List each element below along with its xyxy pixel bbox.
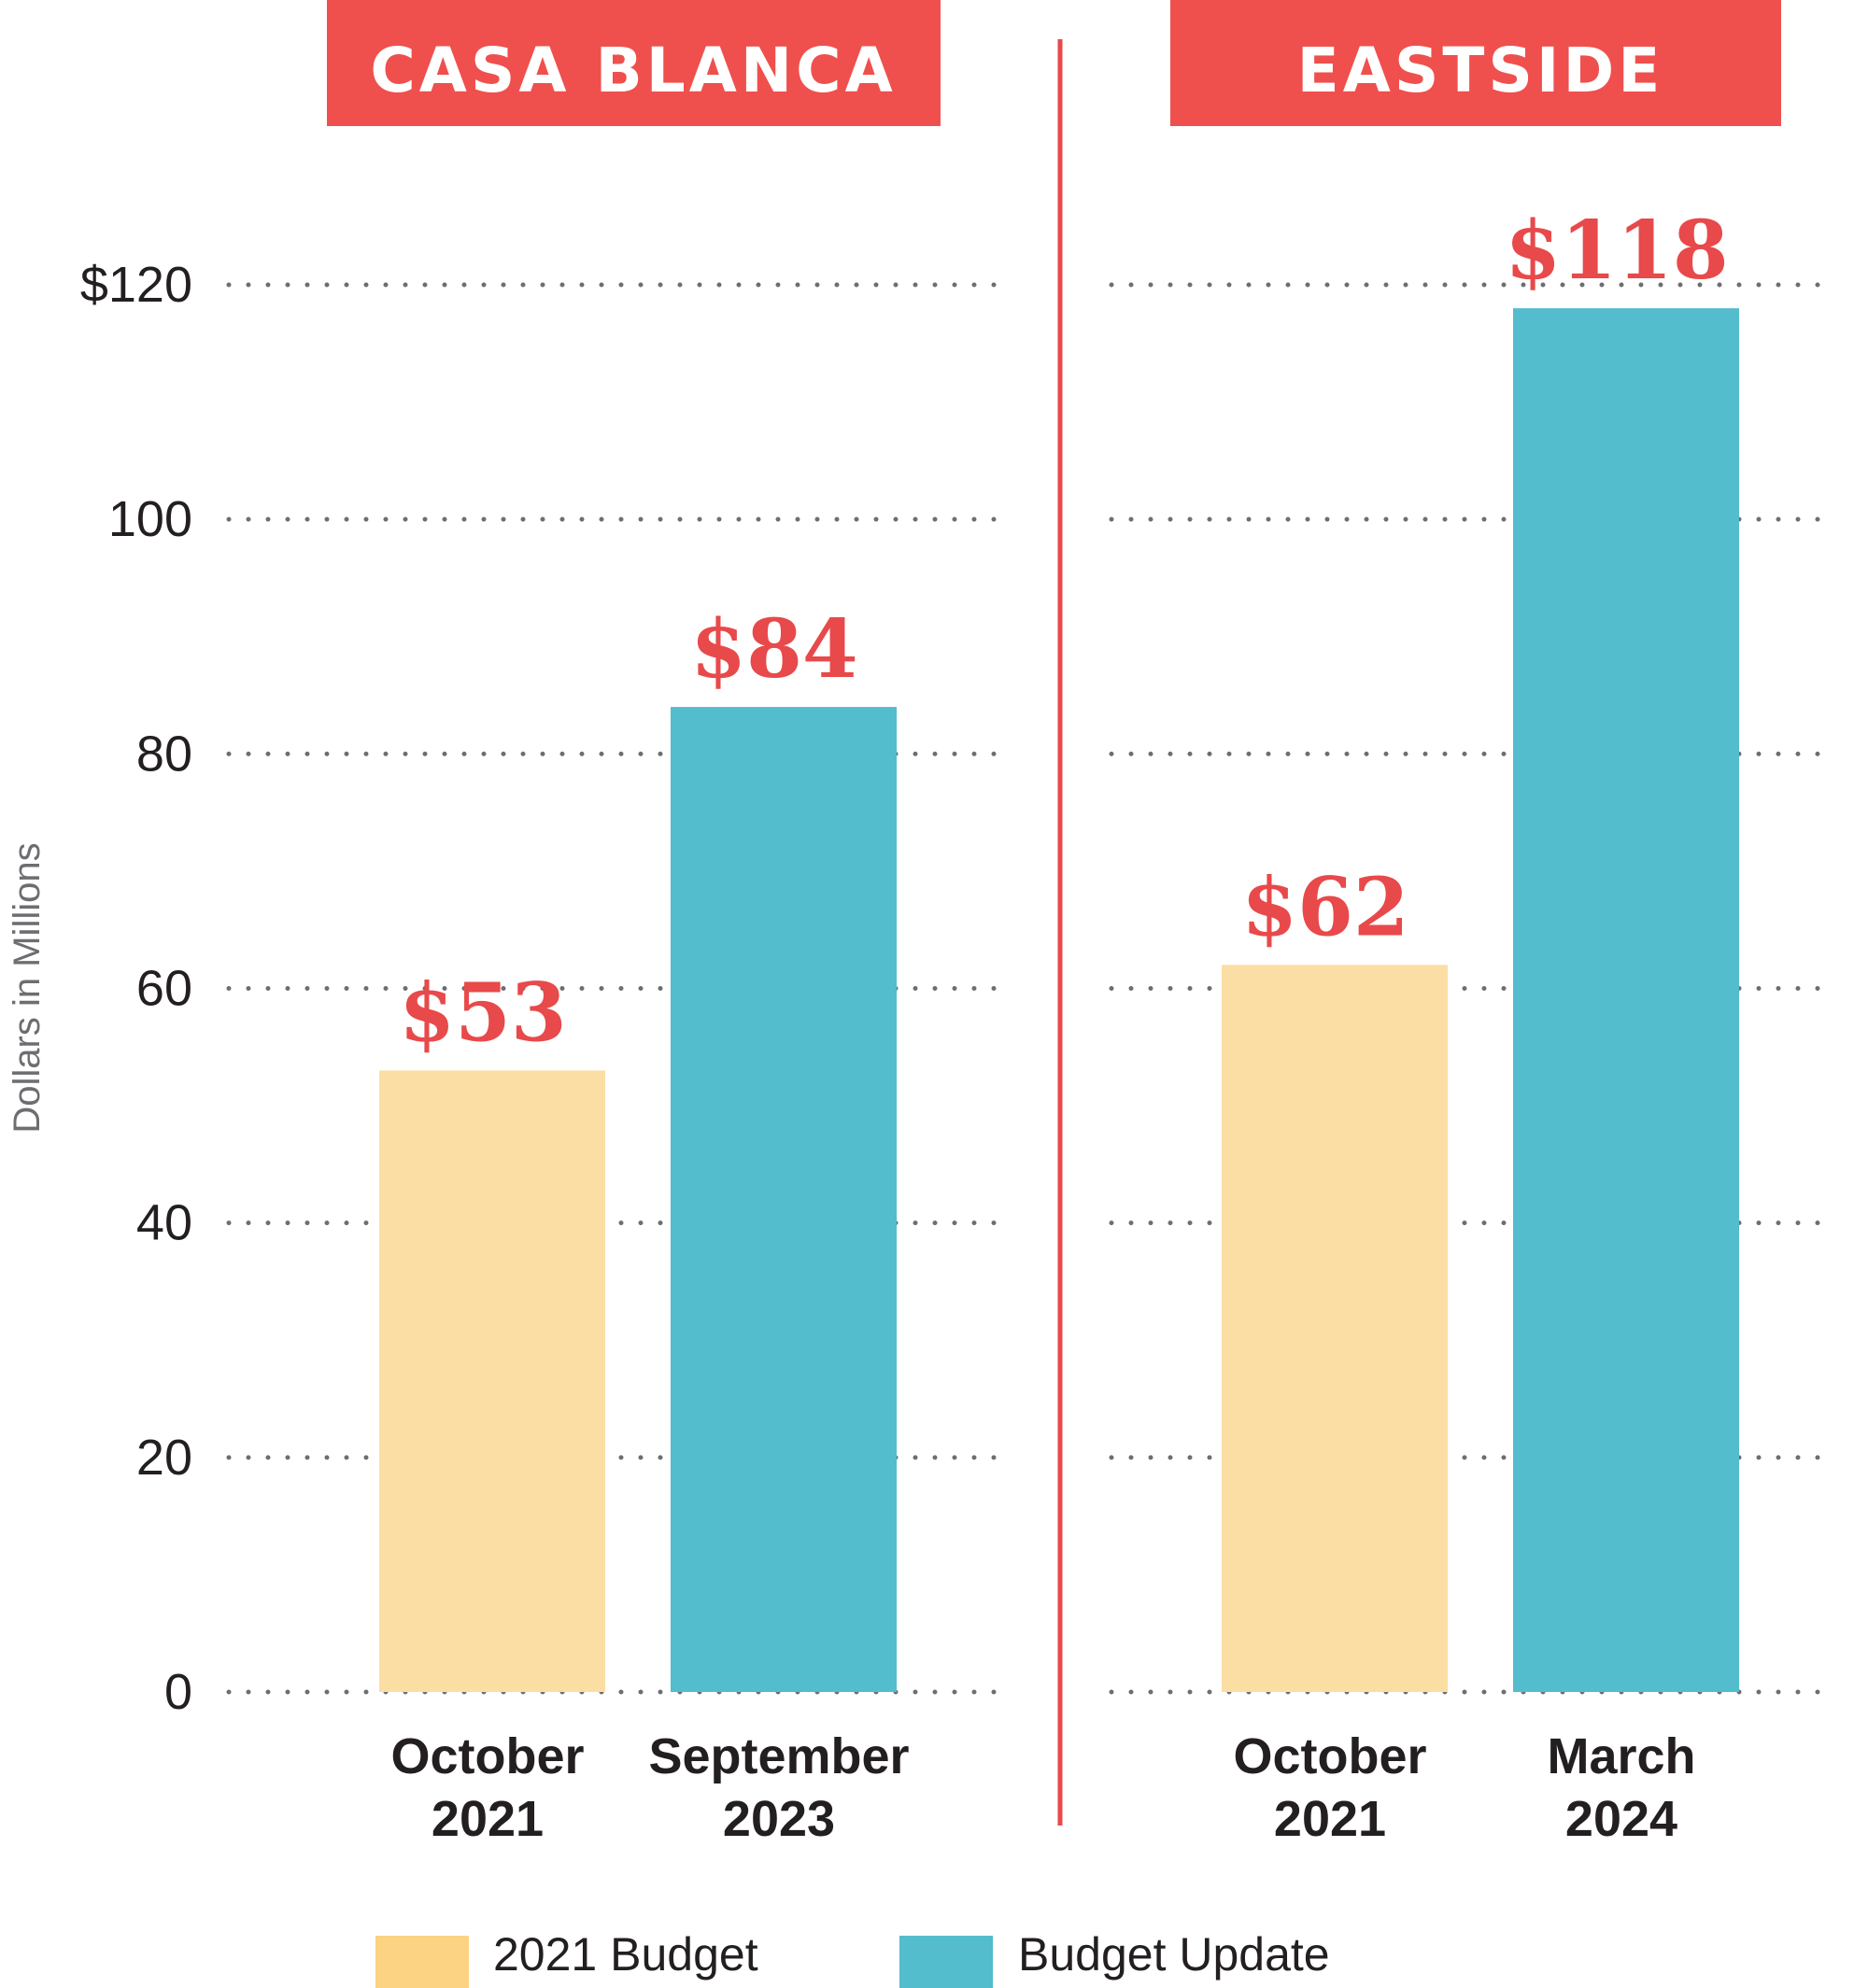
category-label: October (390, 1728, 584, 1784)
category-label: 2021 (432, 1791, 544, 1847)
data-label: $53 (399, 966, 567, 1060)
panel-title: EASTSIDE (1297, 35, 1664, 106)
category-label: September (648, 1728, 909, 1784)
panel-title: CASA BLANCA (370, 35, 896, 106)
legend-label-2021-budget: 2021 Budget (493, 1928, 758, 1981)
bar (1513, 308, 1739, 1692)
data-label: $84 (690, 602, 858, 697)
bars (379, 308, 1739, 1692)
data-labels: $53 $84 $62 $118 (399, 204, 1728, 1060)
panel-eastside: EASTSIDE (1170, 0, 1781, 126)
y-tick-label: 40 (136, 1195, 192, 1251)
category-label: October (1233, 1728, 1426, 1784)
data-label: $62 (1241, 860, 1409, 954)
panel-title-banner (1170, 0, 1781, 126)
y-tick-label: 20 (136, 1430, 192, 1486)
bar (671, 707, 897, 1692)
y-tick-label: 100 (108, 491, 192, 547)
legend-label-budget-update: Budget Update (1018, 1928, 1330, 1981)
panel-casa-blanca: CASA BLANCA (327, 0, 941, 126)
y-tick-label: 0 (164, 1664, 192, 1720)
y-tick-label: 80 (136, 726, 192, 782)
legend-swatch-2021-budget (375, 1936, 469, 1988)
data-label: $118 (1505, 204, 1728, 298)
y-axis-ticks: $120 100 80 60 40 20 0 (80, 257, 192, 1720)
y-tick-label: 60 (136, 961, 192, 1017)
panel-title-banner (327, 0, 941, 126)
legend-swatch-budget-update (899, 1936, 993, 1988)
bar (1222, 965, 1448, 1692)
bar (379, 1070, 605, 1692)
category-label: 2023 (723, 1791, 835, 1847)
category-label: March (1547, 1728, 1695, 1784)
category-label: 2021 (1274, 1791, 1386, 1847)
category-label: 2024 (1565, 1791, 1677, 1847)
category-labels: October 2021 September 2023 October 2021 March… (390, 1728, 1695, 1847)
y-axis-label: Dollars in Millions (7, 842, 48, 1133)
y-tick-label: $120 (80, 257, 192, 313)
legend: 2021 Budget Budget Update (375, 1928, 1330, 1988)
